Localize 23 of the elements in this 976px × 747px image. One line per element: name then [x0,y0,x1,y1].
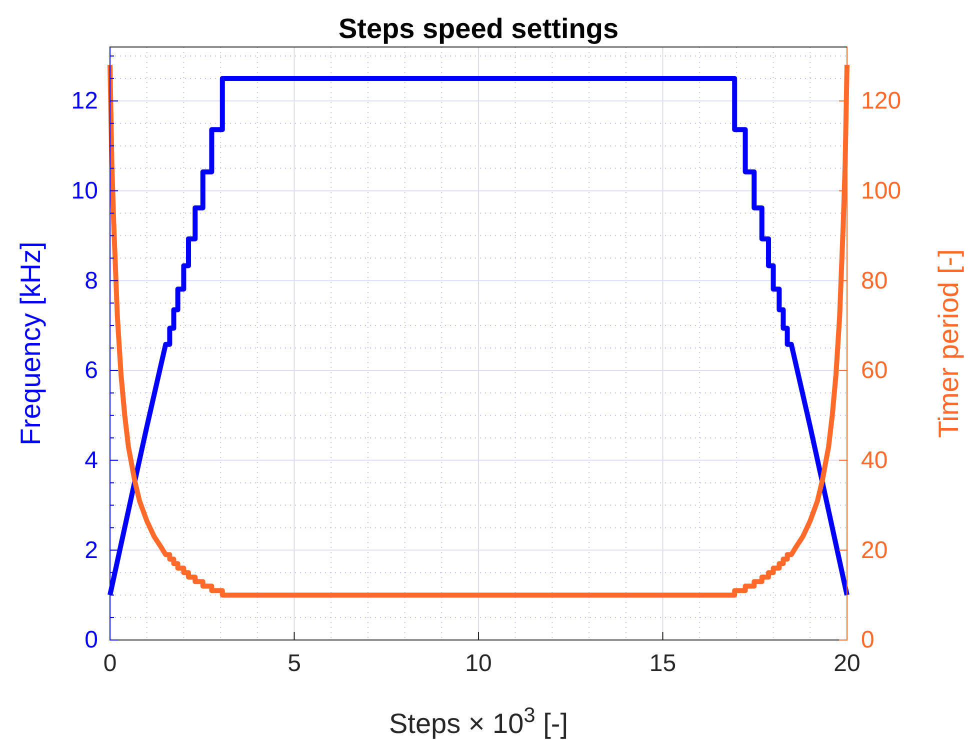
y-tick-label: 12 [71,88,98,115]
y2-tick-label: 60 [861,357,888,384]
y-tick-label: 4 [84,446,98,474]
y-tick-label: 6 [84,357,98,384]
y2-tick-label: 20 [861,536,888,564]
x-tick-label: 5 [288,650,301,678]
y2-axis-title: Timer period [-] [933,249,964,438]
y2-tick-label: 120 [861,88,902,115]
x-tick-label: 10 [465,650,492,678]
y2-tick-label: 80 [861,267,888,294]
y2-tick-label: 100 [861,177,902,204]
y-tick-label: 10 [71,177,98,204]
y-tick-label: 0 [84,626,98,654]
y-tick-label: 8 [84,267,98,294]
x-tick-label: 20 [834,650,860,678]
x-axis-title: Steps × 10$^{3}$ [-] [388,704,568,739]
y-axis-title: Frequency [kHz] [15,242,46,446]
x-tick-label: 15 [649,650,676,678]
y-tick-label: 2 [84,536,98,564]
y2-tick-label: 40 [861,446,888,474]
y2-tick-label: 0 [861,626,874,654]
x-tick-label: 0 [103,650,117,678]
chart-title: Steps speed settings [338,13,619,44]
